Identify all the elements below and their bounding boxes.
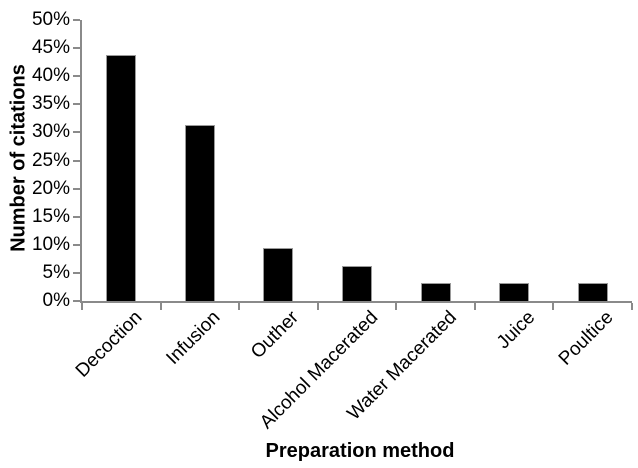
x-axis-tick xyxy=(473,303,476,310)
y-tick-label: 35% xyxy=(31,93,70,115)
plot-area xyxy=(73,19,633,310)
y-axis-tick xyxy=(73,215,80,218)
y-tick-label: 0% xyxy=(42,290,70,311)
bar-water-macerated xyxy=(420,283,451,301)
x-tick-label: Outher xyxy=(247,307,304,363)
x-axis-tick xyxy=(238,303,241,310)
x-axis-tick xyxy=(552,303,555,310)
y-axis-tick xyxy=(73,300,80,302)
y-tick-label: 30% xyxy=(31,121,70,143)
y-axis-tick xyxy=(73,19,80,21)
y-tick-label: 15% xyxy=(31,205,70,227)
x-tick-label: Juice xyxy=(492,307,540,354)
y-axis-tick xyxy=(73,47,80,50)
x-axis-tick xyxy=(159,303,162,310)
y-axis-tick xyxy=(73,131,80,134)
bar-infusion xyxy=(184,125,215,301)
y-axis-tick xyxy=(73,243,80,246)
x-tick-label: Poultice xyxy=(554,307,618,370)
bar-decoction xyxy=(106,55,137,301)
y-axis-tick xyxy=(73,159,80,162)
y-axis-tick xyxy=(73,187,80,190)
x-axis-tick xyxy=(395,303,398,310)
y-tick-label: 45% xyxy=(31,37,70,59)
x-axis-tick xyxy=(316,303,319,310)
x-axis-tick xyxy=(631,303,633,310)
y-tick-label: 20% xyxy=(31,177,70,199)
y-tick-label: 5% xyxy=(42,261,70,283)
y-axis-tick xyxy=(73,103,80,106)
y-axis-tick xyxy=(73,75,80,78)
x-axis-tick xyxy=(81,303,83,310)
x-axis-line xyxy=(80,301,632,303)
x-axis-title: Preparation method xyxy=(265,440,455,462)
bar-outher xyxy=(263,248,294,301)
bar-poultice xyxy=(577,283,608,301)
y-tick-label: 10% xyxy=(31,233,70,255)
x-tick-label: Decoction xyxy=(71,307,147,382)
y-axis-line xyxy=(80,20,82,303)
y-tick-label: 50% xyxy=(31,9,70,30)
bar-alcohol-macerated xyxy=(342,265,372,301)
y-axis-tick xyxy=(73,271,80,274)
y-tick-label: 25% xyxy=(31,149,70,171)
bar-juice xyxy=(499,283,530,301)
y-tick-label: 40% xyxy=(31,65,70,87)
x-tick-label: Infusion xyxy=(162,307,225,369)
